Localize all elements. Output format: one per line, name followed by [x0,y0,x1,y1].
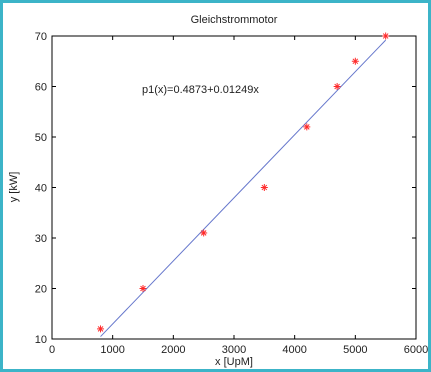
data-point [382,32,390,40]
data-point [139,285,147,292]
x-tick-label: 5000 [343,344,367,356]
x-tick-label: 4000 [282,344,306,356]
data-point [351,57,359,65]
fit-line [100,39,387,337]
plot-area [51,35,417,340]
y-tick-label: 40 [35,183,47,195]
x-tick-label: 1000 [100,344,124,356]
x-tick-label: 0 [49,344,55,356]
x-axis-title: x [UpM] [215,356,253,368]
y-tick-label: 50 [35,132,47,144]
y-axis-title: y [kW] [8,172,20,203]
data-point [260,184,268,191]
x-tick-label: 6000 [404,344,428,356]
data-point [97,325,105,333]
data-point [303,123,311,131]
y-tick-label: 30 [35,233,47,245]
data-point [333,83,341,90]
scatter-chart: Gleichstrommotor 0 1000 2000 3000 4000 5000 60… [8,14,428,368]
y-tick-label: 70 [35,31,47,43]
data-point [200,229,208,237]
y-tick-label: 10 [35,334,47,346]
data-markers [97,32,390,333]
x-axis: 0 1000 2000 3000 4000 5000 6000 [49,36,428,356]
y-tick-label: 60 [35,82,47,94]
x-tick-label: 3000 [222,344,246,356]
chart-title: Gleichstrommotor [191,14,278,26]
y-axis: 10 20 30 40 50 60 70 [35,31,416,346]
y-tick-label: 20 [35,284,47,296]
x-tick-label: 2000 [161,344,185,356]
fit-equation: p1(x)=0.4873+0.01249x [142,84,259,96]
